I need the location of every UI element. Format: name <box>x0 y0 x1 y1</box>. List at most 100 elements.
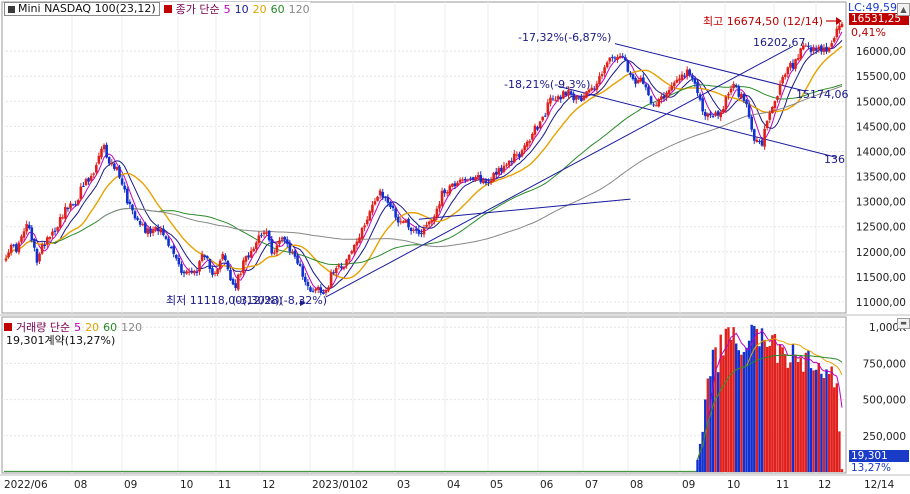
volume-bar <box>822 378 826 472</box>
candle-body <box>740 93 743 98</box>
candle-body <box>644 84 648 88</box>
x-tick-label: 10 <box>180 479 193 491</box>
candle-body <box>371 204 374 213</box>
volume-bar <box>773 334 777 472</box>
x-tick-label: 12/14 <box>864 479 895 491</box>
candle-body <box>71 204 75 206</box>
high-arrowhead-icon <box>836 17 842 25</box>
volume-tick-label: 750,000 <box>863 358 906 370</box>
candle-body <box>97 155 101 164</box>
volume-bar <box>735 343 738 472</box>
candle-body <box>613 57 617 59</box>
candle-body <box>678 78 681 81</box>
candle-body <box>642 77 645 84</box>
candle-body <box>776 96 779 100</box>
candle-body <box>229 269 232 281</box>
candle-body <box>840 23 844 28</box>
volume-bar <box>701 431 704 472</box>
candle-body <box>373 201 377 205</box>
candle-body <box>378 190 382 196</box>
x-tick-label: 09 <box>682 479 695 491</box>
candle-body <box>541 116 544 121</box>
candle-body <box>265 232 268 234</box>
candle-body <box>301 266 305 277</box>
ma-period-10[interactable]: 10 <box>234 2 249 16</box>
candle-body <box>296 255 299 264</box>
candle-body <box>510 160 514 163</box>
candle-body <box>76 200 80 205</box>
candle-body <box>22 231 26 238</box>
candle-body <box>64 206 67 219</box>
volume-bar <box>755 328 759 472</box>
candle-body <box>812 48 815 52</box>
support-line <box>418 198 631 220</box>
vol-ma-period-120[interactable]: 120 <box>121 320 143 334</box>
ma-period-120[interactable]: 120 <box>288 2 310 16</box>
candle-body <box>435 208 439 218</box>
uptrend-line <box>325 45 794 298</box>
price-tick-label: 11000,00 <box>856 297 906 309</box>
candle-body <box>691 75 694 79</box>
candle-body <box>123 185 126 190</box>
vol-ma-period-5[interactable]: 5 <box>74 320 82 334</box>
volume-bar <box>750 324 753 472</box>
candle-body <box>128 201 132 205</box>
candle-body <box>200 254 204 261</box>
candle-body <box>314 288 317 291</box>
candle-body <box>288 242 292 252</box>
price-panel-frame <box>1 1 847 314</box>
volume-bar <box>714 347 717 472</box>
candle-body <box>172 245 176 254</box>
ma-period-60[interactable]: 60 <box>270 2 285 16</box>
ma-period-20[interactable]: 20 <box>252 2 267 16</box>
candle-body <box>291 251 294 253</box>
ma-period-5[interactable]: 5 <box>223 2 231 16</box>
vol-ma-period-20[interactable]: 20 <box>85 320 100 334</box>
candle-body <box>768 112 772 120</box>
volume-bar <box>833 387 836 472</box>
candle-body <box>340 266 343 269</box>
volume-bar <box>778 344 782 472</box>
candle-body <box>345 259 348 266</box>
symbol-box[interactable]: Mini NASDAQ 100(23,12) <box>4 2 160 16</box>
panel-zoom-button[interactable]: ▬ <box>897 318 910 329</box>
volume-bar <box>709 376 712 472</box>
current-volume-box: 19,301 <box>849 450 909 462</box>
candle-body <box>438 204 441 209</box>
candle-body <box>283 236 286 240</box>
candle-body <box>113 163 116 169</box>
candle-body <box>443 189 446 194</box>
drop-annotation-1: -17,32%(-6,87%) <box>518 31 611 44</box>
volume-bar <box>732 327 735 472</box>
volume-bar <box>729 339 733 472</box>
candle-body <box>600 74 604 77</box>
candle-body <box>417 229 421 234</box>
candle-body <box>324 290 328 293</box>
candle-body <box>685 69 689 77</box>
candle-body <box>611 56 614 58</box>
candle-body <box>208 259 212 270</box>
candle-body <box>582 96 586 100</box>
candle-body <box>433 216 436 222</box>
candle-body <box>461 179 465 181</box>
candle-body <box>494 171 498 175</box>
candle-body <box>394 208 397 218</box>
candle-body <box>716 111 720 116</box>
candle-body <box>543 115 547 117</box>
candle-body <box>239 273 243 275</box>
volume-bar <box>791 344 795 472</box>
candle-body <box>649 96 653 104</box>
candle-body <box>554 99 557 101</box>
candle-body <box>781 76 784 84</box>
x-tick-label: 08 <box>74 479 87 491</box>
candle-body <box>463 178 467 181</box>
candle-body <box>358 237 361 243</box>
candle-body <box>110 163 114 165</box>
candle-body <box>327 287 330 291</box>
vol-ma-period-60[interactable]: 60 <box>103 320 118 334</box>
low-annotation: 최저 11118,00(12/28) <box>166 294 283 307</box>
volume-title: 거래량 단순 <box>16 321 71 334</box>
candle-body <box>693 78 697 84</box>
candle-body <box>180 264 183 273</box>
scroll-up-button[interactable]: ▲ <box>897 3 910 16</box>
